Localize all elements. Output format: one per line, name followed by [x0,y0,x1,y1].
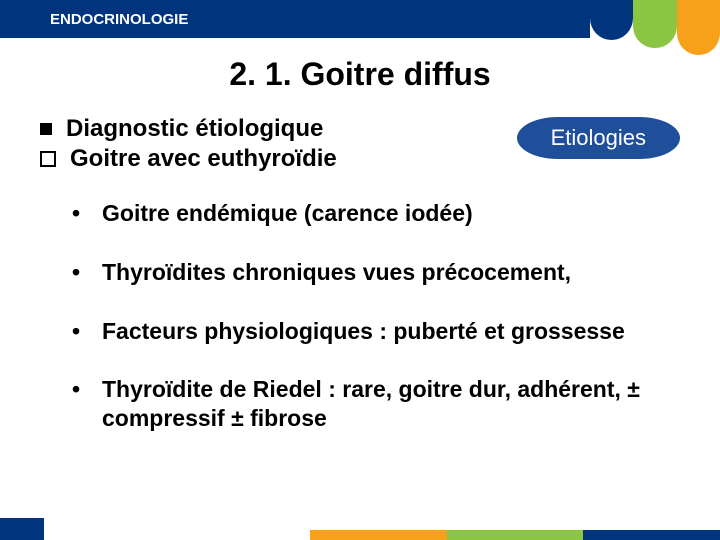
diagnostic-left: Diagnostic étiologique Goitre avec euthy… [40,115,337,173]
corner-tabs [590,0,720,55]
etiologies-badge: Etiologies [517,117,680,159]
footer-stripe-green [447,530,584,540]
filled-square-icon [40,123,52,135]
empty-square-icon [40,151,56,167]
diag-line-2: Goitre avec euthyroïdie [40,145,337,173]
footer-accent-left [0,518,44,540]
corner-tab-orange [677,0,720,55]
diag-line-1: Diagnostic étiologique [40,115,337,143]
diag-text-2: Goitre avec euthyroïdie [70,145,337,173]
bullet-list: Goitre endémique (carence iodée) Thyroïd… [40,199,680,433]
diag-text-1: Diagnostic étiologique [66,115,323,143]
list-item: Goitre endémique (carence iodée) [72,199,680,228]
slide-content: Diagnostic étiologique Goitre avec euthy… [0,93,720,433]
list-item: Thyroïdites chroniques vues précocement, [72,258,680,287]
header-title: ENDOCRINOLOGIE [50,11,188,28]
diagnostic-row: Diagnostic étiologique Goitre avec euthy… [40,115,680,173]
corner-tab-green [633,0,676,48]
header-bar: ENDOCRINOLOGIE [0,0,590,38]
list-item: Thyroïdite de Riedel : rare, goitre dur,… [72,375,680,433]
footer-stripe-orange [310,530,447,540]
footer-accent-right [310,530,720,540]
corner-tab-blue [590,0,633,40]
slide-title: 2. 1. Goitre diffus [0,56,720,93]
list-item: Facteurs physiologiques : puberté et gro… [72,317,680,346]
footer-stripe-blue [583,530,720,540]
